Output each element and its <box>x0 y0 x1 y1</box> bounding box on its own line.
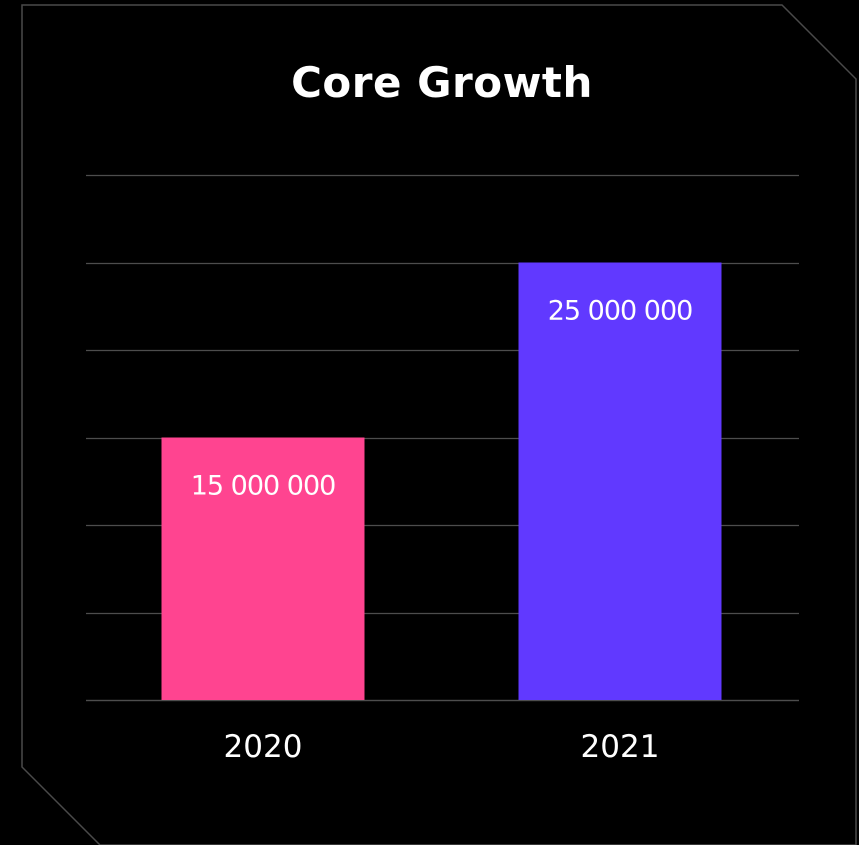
bar-2021 <box>518 262 722 700</box>
chart-title: Core Growth <box>291 58 593 107</box>
data-label-2021: 25 000 000 <box>548 296 693 327</box>
bars <box>161 262 722 700</box>
data-label-2020: 15 000 000 <box>191 471 336 502</box>
x-tick-label-2020: 2020 <box>224 729 303 765</box>
bar-2020 <box>161 437 365 700</box>
x-axis-tick-labels: 2020 2021 <box>224 729 660 765</box>
data-labels: 15 000 000 25 000 000 <box>191 296 694 502</box>
x-tick-label-2021: 2021 <box>581 729 660 765</box>
